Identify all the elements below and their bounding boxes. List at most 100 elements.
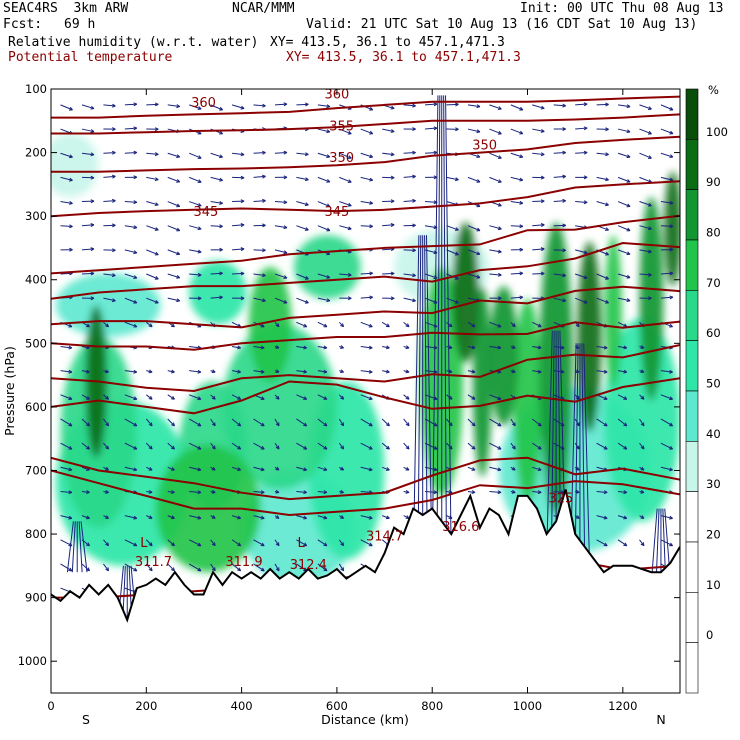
wind-vector [210, 201, 223, 204]
wind-vector [382, 370, 390, 373]
wind-vector [274, 225, 288, 229]
colorbar-tick-label: 10 [706, 578, 721, 592]
wind-vector [403, 418, 410, 427]
wind-arrowhead [112, 127, 116, 132]
wind-vector [424, 394, 438, 400]
wind-arrowhead [262, 103, 266, 108]
wind-vector [489, 490, 502, 493]
wind-vector [189, 515, 202, 519]
rh-cell [604, 235, 622, 388]
wind-vector [81, 152, 95, 156]
wind-arrowhead [669, 446, 674, 450]
wind-arrowhead [219, 247, 223, 252]
wind-arrowhead [197, 422, 202, 427]
wind-arrowhead [497, 106, 502, 110]
wind-arrowhead [669, 422, 674, 427]
wind-arrowhead [497, 155, 502, 159]
wind-arrowhead [275, 323, 280, 328]
wind-arrowhead [562, 174, 566, 179]
wind-arrowhead [583, 102, 588, 107]
wind-vector [617, 515, 627, 519]
wind-vector [403, 442, 410, 450]
wind-arrowhead [347, 202, 352, 207]
wind-vector [382, 224, 395, 227]
wind-vector [489, 249, 502, 253]
wind-arrowhead [412, 103, 416, 108]
wind-arrowhead [448, 323, 453, 328]
wind-vector [596, 152, 609, 156]
wind-vector [596, 515, 608, 519]
wind-vector [81, 418, 90, 427]
wind-arrowhead [133, 567, 138, 572]
wind-arrowhead [68, 515, 73, 520]
wind-vector [531, 418, 542, 427]
wind-arrowhead [340, 466, 345, 471]
wind-vector [467, 370, 476, 373]
vertical-wind-vector [78, 521, 83, 573]
wind-arrowhead [340, 515, 345, 519]
wind-arrowhead [275, 466, 280, 471]
wind-arrowhead [133, 299, 138, 304]
wind-arrowhead [562, 198, 566, 203]
wind-vector [510, 272, 523, 275]
wind-vector [489, 104, 502, 110]
colorbar-segment [685, 290, 699, 341]
wind-vector [124, 273, 138, 279]
wind-arrowhead [86, 323, 90, 328]
wind-arrowhead [583, 200, 588, 205]
wind-vector [596, 176, 609, 181]
wind-vector [60, 152, 73, 158]
wind-arrowhead [626, 251, 631, 256]
wind-arrowhead [133, 175, 138, 180]
wind-vector [124, 321, 138, 328]
wind-vector [188, 563, 202, 572]
wind-arrowhead [605, 127, 609, 132]
wind-arrowhead [385, 515, 390, 520]
below-ground-fill [51, 489, 680, 693]
wind-vector [338, 418, 345, 427]
wind-arrowhead [176, 251, 181, 256]
wind-arrowhead [237, 396, 242, 400]
wind-vector [296, 152, 309, 155]
x-tick-label: 800 [421, 699, 443, 713]
wind-arrowhead [369, 154, 374, 159]
y-axis-label: Pressure (hPa) [2, 346, 17, 436]
wind-arrowhead [471, 445, 476, 450]
wind-vector [103, 104, 116, 107]
wind-vector [274, 539, 280, 547]
wind-arrowhead [623, 515, 628, 520]
wind-vector [145, 394, 153, 400]
wind-arrowhead [133, 225, 138, 230]
wind-vector [532, 128, 545, 133]
wind-vector [553, 297, 566, 302]
wind-arrowhead [537, 369, 542, 374]
wind-vector [317, 152, 330, 158]
wind-arrowhead [347, 155, 352, 159]
wind-arrowhead [197, 155, 202, 159]
wind-vector [232, 224, 245, 227]
wind-arrowhead [511, 445, 516, 450]
wind-arrowhead [240, 152, 245, 157]
theta-isentrope [51, 95, 680, 119]
wind-arrowhead [603, 490, 608, 495]
wind-arrowhead [197, 202, 202, 207]
wind-arrowhead [562, 298, 567, 303]
wind-arrowhead [304, 102, 309, 107]
theta-isentrope [51, 113, 680, 135]
wind-vector [317, 466, 328, 471]
theta-contour-label: 350 [472, 138, 497, 153]
wind-arrowhead [219, 224, 223, 229]
wind-arrowhead [219, 271, 223, 276]
wind-arrowhead [86, 422, 91, 427]
wind-arrowhead [260, 542, 265, 547]
colorbar-tick-label: 0 [706, 628, 713, 642]
y-tick-label: 200 [25, 146, 47, 160]
wind-vector [446, 442, 453, 450]
wind-arrowhead [669, 130, 674, 135]
wind-arrowhead [326, 227, 331, 232]
wind-vector [639, 176, 652, 183]
wind-vector [617, 104, 631, 108]
wind-vector [360, 201, 373, 204]
wind-arrowhead [497, 396, 502, 401]
